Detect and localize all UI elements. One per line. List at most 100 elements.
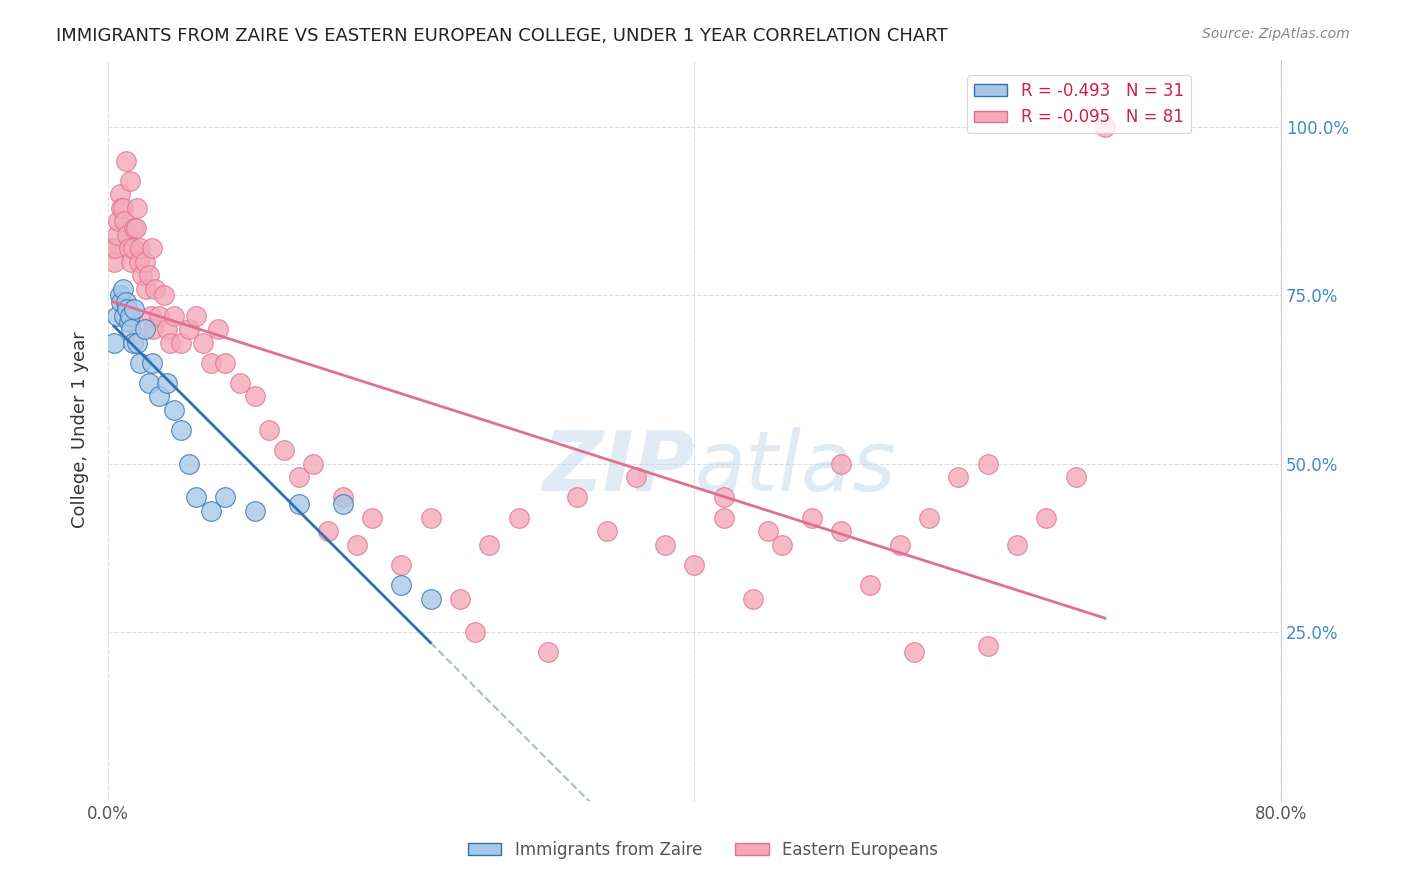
- Point: [214, 491, 236, 505]
- Point: [830, 457, 852, 471]
- Point: [207, 322, 229, 336]
- Point: [117, 241, 139, 255]
- Point: [200, 356, 222, 370]
- Point: [111, 282, 134, 296]
- Point: [361, 510, 384, 524]
- Point: [129, 356, 152, 370]
- Text: atlas: atlas: [695, 426, 896, 508]
- Point: [110, 201, 132, 215]
- Point: [595, 524, 617, 538]
- Point: [118, 309, 141, 323]
- Point: [200, 504, 222, 518]
- Point: [111, 201, 134, 215]
- Point: [134, 322, 156, 336]
- Legend: R = -0.493   N = 31, R = -0.095   N = 81: R = -0.493 N = 31, R = -0.095 N = 81: [967, 75, 1191, 133]
- Point: [163, 309, 186, 323]
- Point: [389, 578, 412, 592]
- Point: [800, 510, 823, 524]
- Point: [756, 524, 779, 538]
- Point: [977, 457, 1000, 471]
- Point: [115, 301, 138, 316]
- Point: [1035, 510, 1057, 524]
- Point: [117, 315, 139, 329]
- Point: [104, 241, 127, 255]
- Point: [108, 288, 131, 302]
- Point: [287, 470, 309, 484]
- Point: [152, 288, 174, 302]
- Point: [184, 491, 207, 505]
- Point: [135, 282, 157, 296]
- Point: [177, 457, 200, 471]
- Point: [1094, 120, 1116, 134]
- Point: [918, 510, 941, 524]
- Point: [654, 538, 676, 552]
- Point: [156, 376, 179, 390]
- Point: [830, 524, 852, 538]
- Point: [159, 335, 181, 350]
- Point: [118, 174, 141, 188]
- Point: [105, 309, 128, 323]
- Text: ZIP: ZIP: [541, 426, 695, 508]
- Point: [101, 241, 124, 255]
- Y-axis label: College, Under 1 year: College, Under 1 year: [72, 332, 89, 528]
- Text: IMMIGRANTS FROM ZAIRE VS EASTERN EUROPEAN COLLEGE, UNDER 1 YEAR CORRELATION CHAR: IMMIGRANTS FROM ZAIRE VS EASTERN EUROPEA…: [56, 27, 948, 45]
- Point: [107, 214, 129, 228]
- Point: [122, 335, 145, 350]
- Point: [243, 389, 266, 403]
- Legend: Immigrants from Zaire, Eastern Europeans: Immigrants from Zaire, Eastern Europeans: [461, 835, 945, 866]
- Point: [193, 335, 215, 350]
- Point: [105, 227, 128, 242]
- Point: [170, 423, 193, 437]
- Point: [110, 295, 132, 310]
- Point: [131, 268, 153, 282]
- Point: [332, 497, 354, 511]
- Point: [229, 376, 252, 390]
- Point: [112, 214, 135, 228]
- Point: [127, 201, 149, 215]
- Point: [141, 356, 163, 370]
- Point: [713, 510, 735, 524]
- Point: [683, 558, 706, 572]
- Point: [508, 510, 530, 524]
- Point: [125, 221, 148, 235]
- Point: [214, 356, 236, 370]
- Point: [112, 309, 135, 323]
- Point: [624, 470, 647, 484]
- Point: [316, 524, 339, 538]
- Point: [170, 335, 193, 350]
- Point: [141, 241, 163, 255]
- Point: [120, 322, 142, 336]
- Point: [143, 282, 166, 296]
- Point: [772, 538, 794, 552]
- Point: [903, 645, 925, 659]
- Point: [419, 510, 441, 524]
- Point: [243, 504, 266, 518]
- Point: [977, 639, 1000, 653]
- Point: [742, 591, 765, 606]
- Point: [713, 491, 735, 505]
- Point: [389, 558, 412, 572]
- Point: [124, 301, 146, 316]
- Point: [122, 241, 145, 255]
- Point: [163, 403, 186, 417]
- Point: [302, 457, 325, 471]
- Point: [139, 309, 162, 323]
- Point: [148, 309, 170, 323]
- Point: [1005, 538, 1028, 552]
- Point: [419, 591, 441, 606]
- Point: [177, 322, 200, 336]
- Text: Source: ZipAtlas.com: Source: ZipAtlas.com: [1202, 27, 1350, 41]
- Point: [114, 295, 136, 310]
- Point: [138, 376, 160, 390]
- Point: [114, 153, 136, 168]
- Point: [120, 254, 142, 268]
- Point: [1064, 470, 1087, 484]
- Point: [537, 645, 560, 659]
- Point: [184, 309, 207, 323]
- Point: [148, 389, 170, 403]
- Point: [478, 538, 501, 552]
- Point: [259, 423, 281, 437]
- Point: [332, 491, 354, 505]
- Point: [142, 322, 165, 336]
- Point: [103, 335, 125, 350]
